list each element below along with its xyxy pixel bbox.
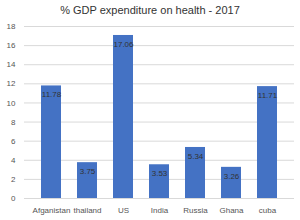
svg-text:Afganistan: Afganistan bbox=[33, 206, 71, 215]
svg-text:India: India bbox=[151, 206, 169, 215]
svg-text:3.53: 3.53 bbox=[152, 169, 168, 178]
svg-text:12: 12 bbox=[7, 79, 16, 88]
svg-text:4: 4 bbox=[11, 156, 16, 165]
svg-text:cuba: cuba bbox=[259, 206, 277, 215]
svg-text:0: 0 bbox=[11, 194, 16, 203]
svg-text:10: 10 bbox=[7, 99, 16, 108]
svg-text:3.75: 3.75 bbox=[80, 167, 96, 176]
svg-text:11.78: 11.78 bbox=[42, 90, 62, 99]
svg-text:17.06: 17.06 bbox=[113, 40, 134, 49]
svg-text:8: 8 bbox=[11, 118, 16, 127]
svg-text:2: 2 bbox=[11, 175, 16, 184]
svg-text:Russia: Russia bbox=[183, 206, 208, 215]
svg-text:Ghana: Ghana bbox=[219, 206, 244, 215]
svg-text:16: 16 bbox=[7, 41, 16, 50]
svg-text:5.34: 5.34 bbox=[188, 152, 204, 161]
svg-text:14: 14 bbox=[7, 60, 16, 69]
svg-text:thailand: thailand bbox=[73, 206, 101, 215]
svg-text:3.26: 3.26 bbox=[224, 172, 240, 181]
svg-text:6: 6 bbox=[11, 137, 16, 146]
svg-text:11.71: 11.71 bbox=[258, 91, 278, 100]
html-text:% GDP expenditure on health -: % GDP expenditure on health - 2017 bbox=[60, 4, 240, 16]
svg-text:18: 18 bbox=[7, 22, 16, 31]
svg-text:US: US bbox=[118, 206, 129, 215]
